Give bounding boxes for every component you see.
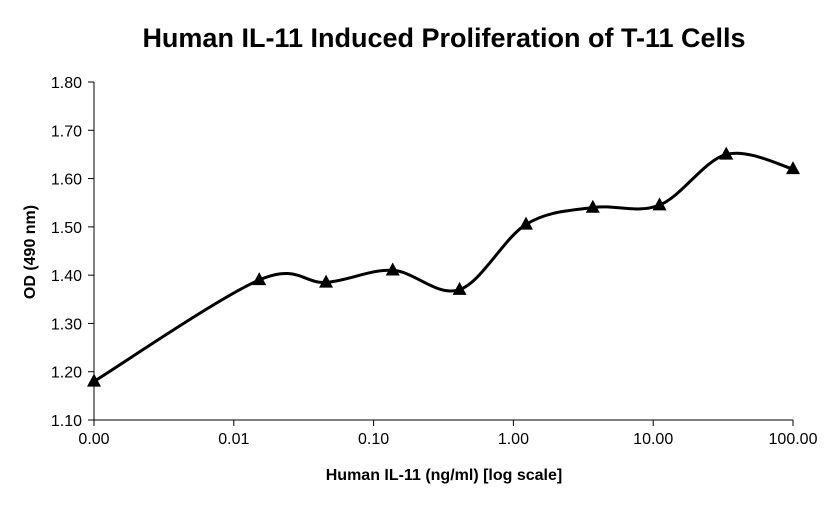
x-tick-label: 100.00 bbox=[769, 431, 818, 448]
data-point bbox=[452, 281, 467, 295]
y-tick-label: 1.70 bbox=[51, 123, 82, 140]
x-tick-label: 10.00 bbox=[633, 431, 673, 448]
x-tick-label: 0.10 bbox=[358, 431, 389, 448]
data-point bbox=[652, 197, 667, 211]
data-point bbox=[319, 274, 334, 288]
data-point bbox=[87, 373, 101, 387]
series-line bbox=[93, 151, 794, 383]
y-tick-label: 1.40 bbox=[51, 268, 82, 285]
data-point bbox=[385, 262, 400, 276]
chart-title: Human IL-11 Induced Proliferation of T-1… bbox=[142, 23, 745, 53]
data-point bbox=[585, 199, 600, 213]
x-tick-label: 1.00 bbox=[498, 431, 529, 448]
x-axis-label: Human IL-11 (ng/ml) [log scale] bbox=[326, 467, 562, 484]
data-point bbox=[786, 161, 800, 175]
x-tick-label: 0.00 bbox=[78, 431, 109, 448]
data-point bbox=[719, 146, 734, 160]
axes bbox=[93, 82, 793, 421]
y-ticks: 1.10 1.20 1.30 1.40 1.50 1.60 1.70 1.80 bbox=[51, 75, 94, 430]
x-tick-label: 0.01 bbox=[218, 431, 249, 448]
y-axis-label: OD (490 nm) bbox=[22, 205, 39, 299]
y-tick-label: 1.80 bbox=[51, 75, 82, 92]
y-tick-label: 1.30 bbox=[51, 316, 82, 333]
y-tick-label: 1.10 bbox=[51, 413, 82, 430]
y-tick-label: 1.60 bbox=[51, 172, 82, 189]
x-ticks: 0.00 0.01 0.10 1.00 10.00 100.00 bbox=[78, 420, 818, 448]
y-tick-label: 1.50 bbox=[51, 220, 82, 237]
data-point bbox=[518, 216, 533, 230]
data-point bbox=[252, 272, 267, 286]
y-tick-label: 1.20 bbox=[51, 365, 82, 382]
series bbox=[87, 146, 800, 387]
